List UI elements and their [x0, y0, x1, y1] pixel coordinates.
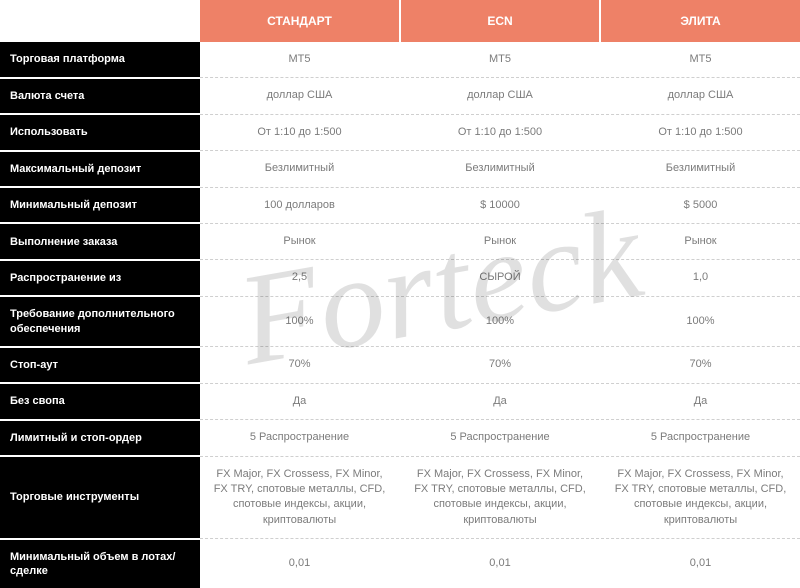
row-label: Валюта счета [0, 78, 200, 114]
row-label: Лимитный и стоп-ордер [0, 420, 200, 456]
data-cell: Рынок [200, 223, 400, 259]
data-cell: Рынок [400, 223, 600, 259]
table-row: Валюта счетадоллар СШАдоллар СШАдоллар С… [0, 78, 800, 114]
table-body: Торговая платформаMT5MT5MT5Валюта счетад… [0, 42, 800, 588]
data-cell: Да [600, 383, 800, 419]
table-row: Торговая платформаMT5MT5MT5 [0, 42, 800, 78]
data-cell: Безлимитный [600, 151, 800, 187]
comparison-table: СТАНДАРТ ECN ЭЛИТА Торговая платформаMT5… [0, 0, 800, 588]
data-cell: От 1:10 до 1:500 [600, 114, 800, 150]
row-label: Минимальный депозит [0, 187, 200, 223]
table-row: Стоп-аут70%70%70% [0, 347, 800, 383]
data-cell: FX Major, FX Crossess, FX Minor, FX TRY,… [600, 456, 800, 539]
row-label: Минимальный объем в лотах/ сделке [0, 539, 200, 588]
table-row: ИспользоватьОт 1:10 до 1:500От 1:10 до 1… [0, 114, 800, 150]
plan-header-standard: СТАНДАРТ [200, 0, 400, 42]
data-cell: Безлимитный [400, 151, 600, 187]
row-label: Торговые инструменты [0, 456, 200, 539]
table-header-row: СТАНДАРТ ECN ЭЛИТА [0, 0, 800, 42]
data-cell: 70% [400, 347, 600, 383]
table-row: Максимальный депозитБезлимитныйБезлимитн… [0, 151, 800, 187]
data-cell: MT5 [400, 42, 600, 78]
data-cell: 5 Распространение [200, 420, 400, 456]
data-cell: 0,01 [600, 539, 800, 588]
row-label: Распространение из [0, 260, 200, 296]
data-cell: доллар США [400, 78, 600, 114]
data-cell: 70% [200, 347, 400, 383]
table-row: Без свопаДаДаДа [0, 383, 800, 419]
row-label: Без свопа [0, 383, 200, 419]
row-label: Выполнение заказа [0, 223, 200, 259]
data-cell: FX Major, FX Crossess, FX Minor, FX TRY,… [400, 456, 600, 539]
data-cell: 70% [600, 347, 800, 383]
blank-header-cell [0, 0, 200, 42]
data-cell: Да [400, 383, 600, 419]
table-row: Лимитный и стоп-ордер5 Распространение5 … [0, 420, 800, 456]
data-cell: доллар США [200, 78, 400, 114]
row-label: Требование дополнительного обеспечения [0, 296, 200, 347]
plan-header-ecn: ECN [400, 0, 600, 42]
data-cell: 100 долларов [200, 187, 400, 223]
data-cell: 100% [600, 296, 800, 347]
data-cell: 0,01 [200, 539, 400, 588]
table-row: Выполнение заказаРынокРынокРынок [0, 223, 800, 259]
data-cell: доллар США [600, 78, 800, 114]
data-cell: 100% [400, 296, 600, 347]
data-cell: $ 10000 [400, 187, 600, 223]
table-row: Торговые инструментыFX Major, FX Crosses… [0, 456, 800, 539]
data-cell: Рынок [600, 223, 800, 259]
data-cell: 2,5 [200, 260, 400, 296]
data-cell: От 1:10 до 1:500 [200, 114, 400, 150]
data-cell: 0,01 [400, 539, 600, 588]
data-cell: Безлимитный [200, 151, 400, 187]
data-cell: $ 5000 [600, 187, 800, 223]
data-cell: 5 Распространение [600, 420, 800, 456]
data-cell: FX Major, FX Crossess, FX Minor, FX TRY,… [200, 456, 400, 539]
row-label: Максимальный депозит [0, 151, 200, 187]
data-cell: MT5 [600, 42, 800, 78]
plan-header-elite: ЭЛИТА [600, 0, 800, 42]
table-row: Распространение из2,5СЫРОЙ1,0 [0, 260, 800, 296]
data-cell: 5 Распространение [400, 420, 600, 456]
data-cell: MT5 [200, 42, 400, 78]
data-cell: СЫРОЙ [400, 260, 600, 296]
data-cell: 1,0 [600, 260, 800, 296]
table-row: Требование дополнительного обеспечения10… [0, 296, 800, 347]
table-row: Минимальный депозит100 долларов$ 10000$ … [0, 187, 800, 223]
row-label: Использовать [0, 114, 200, 150]
row-label: Стоп-аут [0, 347, 200, 383]
data-cell: Да [200, 383, 400, 419]
data-cell: 100% [200, 296, 400, 347]
row-label: Торговая платформа [0, 42, 200, 78]
table-row: Минимальный объем в лотах/ сделке0,010,0… [0, 539, 800, 588]
data-cell: От 1:10 до 1:500 [400, 114, 600, 150]
